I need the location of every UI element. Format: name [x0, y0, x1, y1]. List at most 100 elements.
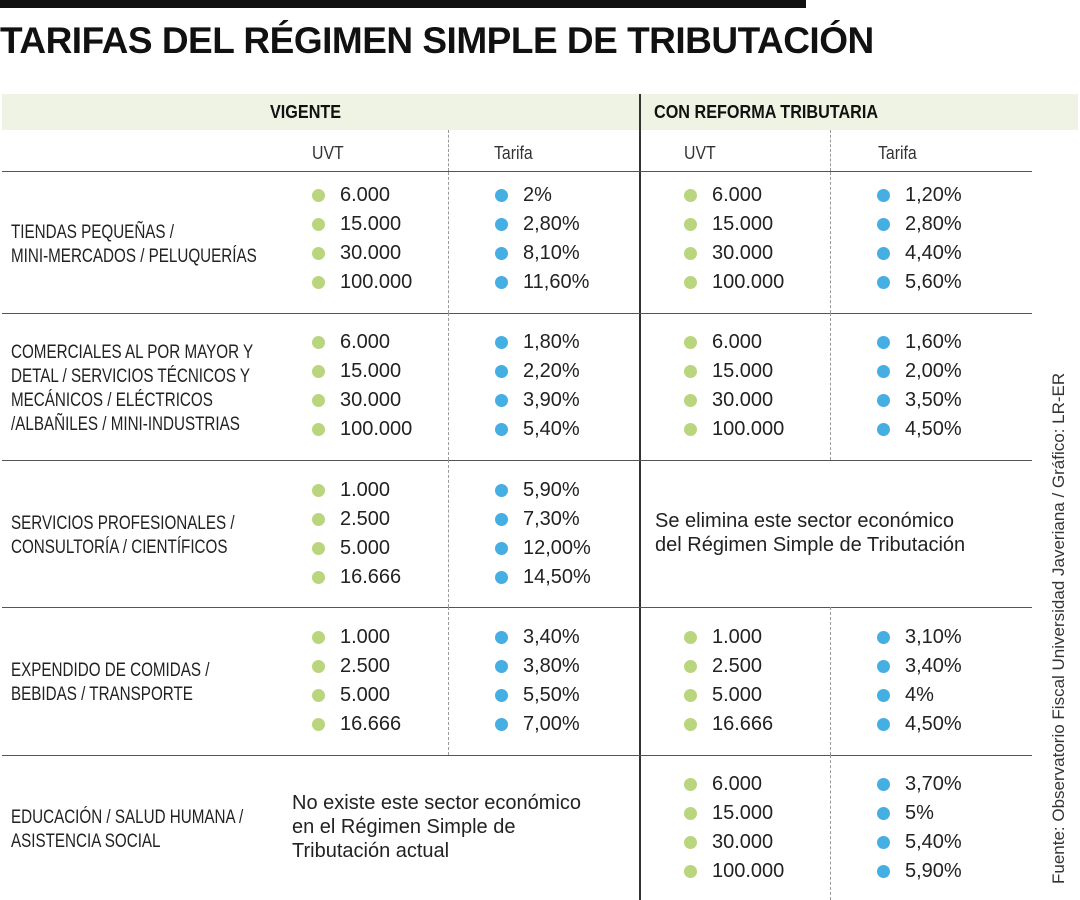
bullet-dot-icon	[312, 541, 325, 555]
note-line: Se elimina este sector económico	[655, 510, 955, 532]
value-item: 4,50%	[877, 710, 962, 739]
value-text: 30.000	[712, 241, 774, 264]
value-item: 2,80%	[495, 210, 589, 239]
bullet-dot-icon	[877, 335, 890, 349]
reforma-uvt-list: 6.000 15.000 30.000 100.000	[684, 181, 784, 297]
bullet-dot-icon	[684, 659, 697, 673]
value-text: 16.666	[340, 712, 402, 735]
value-text: 5,50%	[523, 683, 580, 706]
value-item: 11,60%	[495, 268, 589, 297]
bullet-dot-icon	[877, 835, 890, 849]
dashed-separator	[830, 607, 831, 755]
bullet-dot-icon	[312, 688, 325, 702]
value-item: 6.000	[684, 770, 784, 799]
value-text: 7,00%	[523, 712, 580, 735]
bullet-dot-icon	[684, 630, 697, 644]
value-item: 4,40%	[877, 239, 962, 268]
value-text: 5,40%	[523, 417, 580, 440]
value-text: 15.000	[340, 212, 402, 235]
value-item: 2%	[495, 181, 589, 210]
value-text: 5.000	[340, 683, 391, 706]
value-item: 15.000	[312, 210, 412, 239]
value-text: 6.000	[712, 183, 763, 206]
sector-label-line: EDUCACIÓN / SALUD HUMANA /	[11, 806, 244, 828]
bullet-dot-icon	[877, 806, 890, 820]
dashed-separator	[448, 130, 449, 171]
note-line: No existe este sector económico	[292, 792, 582, 814]
vigente-tarifa-list: 5,90% 7,30% 12,00% 14,50%	[495, 476, 591, 592]
subheader-vigente-uvt: UVT	[312, 143, 344, 163]
sector-label: TIENDAS PEQUEÑAS / MINI-MERCADOS / PELUQU…	[11, 221, 257, 269]
dashed-separator	[830, 313, 831, 460]
value-item: 15.000	[312, 357, 412, 386]
value-item: 15.000	[684, 210, 784, 239]
bullet-dot-icon	[312, 512, 325, 526]
value-item: 3,90%	[495, 386, 580, 415]
value-text: 5,90%	[905, 859, 962, 882]
bullet-dot-icon	[312, 275, 325, 289]
bullet-dot-icon	[495, 217, 508, 231]
value-item: 5.000	[684, 681, 773, 710]
bullet-dot-icon	[684, 188, 697, 202]
value-text: 3,10%	[905, 625, 962, 648]
value-item: 6.000	[312, 181, 412, 210]
note-line: Tributación actual	[292, 840, 450, 862]
value-text: 6.000	[712, 772, 763, 795]
value-item: 6.000	[684, 181, 784, 210]
bullet-dot-icon	[684, 335, 697, 349]
value-item: 2,00%	[877, 357, 962, 386]
bullet-dot-icon	[877, 364, 890, 378]
value-item: 16.666	[684, 710, 773, 739]
bullet-dot-icon	[684, 393, 697, 407]
value-item: 3,50%	[877, 386, 962, 415]
bullet-dot-icon	[495, 335, 508, 349]
top-rule	[0, 0, 806, 8]
value-item: 100.000	[684, 857, 784, 886]
row-divider	[2, 755, 1032, 756]
sector-label-line: /ALBAÑILES / MINI-INDUSTRIAS	[11, 413, 240, 435]
value-item: 6.000	[312, 328, 412, 357]
value-text: 1,80%	[523, 330, 580, 353]
bullet-dot-icon	[877, 188, 890, 202]
value-text: 2,20%	[523, 359, 580, 382]
value-item: 8,10%	[495, 239, 589, 268]
bullet-dot-icon	[684, 688, 697, 702]
value-item: 30.000	[312, 386, 412, 415]
value-item: 6.000	[684, 328, 784, 357]
value-text: 4,50%	[905, 712, 962, 735]
value-item: 5,40%	[877, 828, 962, 857]
bullet-dot-icon	[312, 246, 325, 260]
value-item: 3,80%	[495, 652, 580, 681]
bullet-dot-icon	[877, 393, 890, 407]
bullet-dot-icon	[877, 630, 890, 644]
value-text: 100.000	[712, 417, 785, 440]
bullet-dot-icon	[312, 570, 325, 584]
bullet-dot-icon	[495, 512, 508, 526]
value-text: 3,40%	[905, 654, 962, 677]
dashed-separator	[448, 313, 449, 460]
value-text: 2,00%	[905, 359, 962, 382]
bullet-dot-icon	[684, 864, 697, 878]
value-item: 3,70%	[877, 770, 962, 799]
value-item: 4,50%	[877, 415, 962, 444]
bullet-dot-icon	[877, 777, 890, 791]
sector-label-line: BEBIDAS / TRANSPORTE	[11, 684, 193, 705]
sector-label-line: MINI-MERCADOS / PELUQUERÍAS	[11, 245, 257, 267]
vigente-uvt-list: 1.000 2.500 5.000 16.666	[312, 476, 401, 592]
value-item: 16.666	[312, 710, 401, 739]
value-item: 30.000	[312, 239, 412, 268]
bullet-dot-icon	[495, 246, 508, 260]
value-item: 30.000	[684, 386, 784, 415]
value-item: 14,50%	[495, 563, 591, 592]
value-text: 4,40%	[905, 241, 962, 264]
value-item: 100.000	[312, 415, 412, 444]
value-text: 30.000	[712, 388, 774, 411]
value-text: 2,80%	[905, 212, 962, 235]
header-rule	[2, 171, 1032, 172]
value-text: 5.000	[712, 683, 763, 706]
dashed-separator	[830, 755, 831, 900]
reforma-note: Se elimina este sector económico del Régi…	[655, 509, 965, 557]
value-item: 2.500	[312, 652, 401, 681]
value-item: 2,20%	[495, 357, 580, 386]
bullet-dot-icon	[312, 393, 325, 407]
